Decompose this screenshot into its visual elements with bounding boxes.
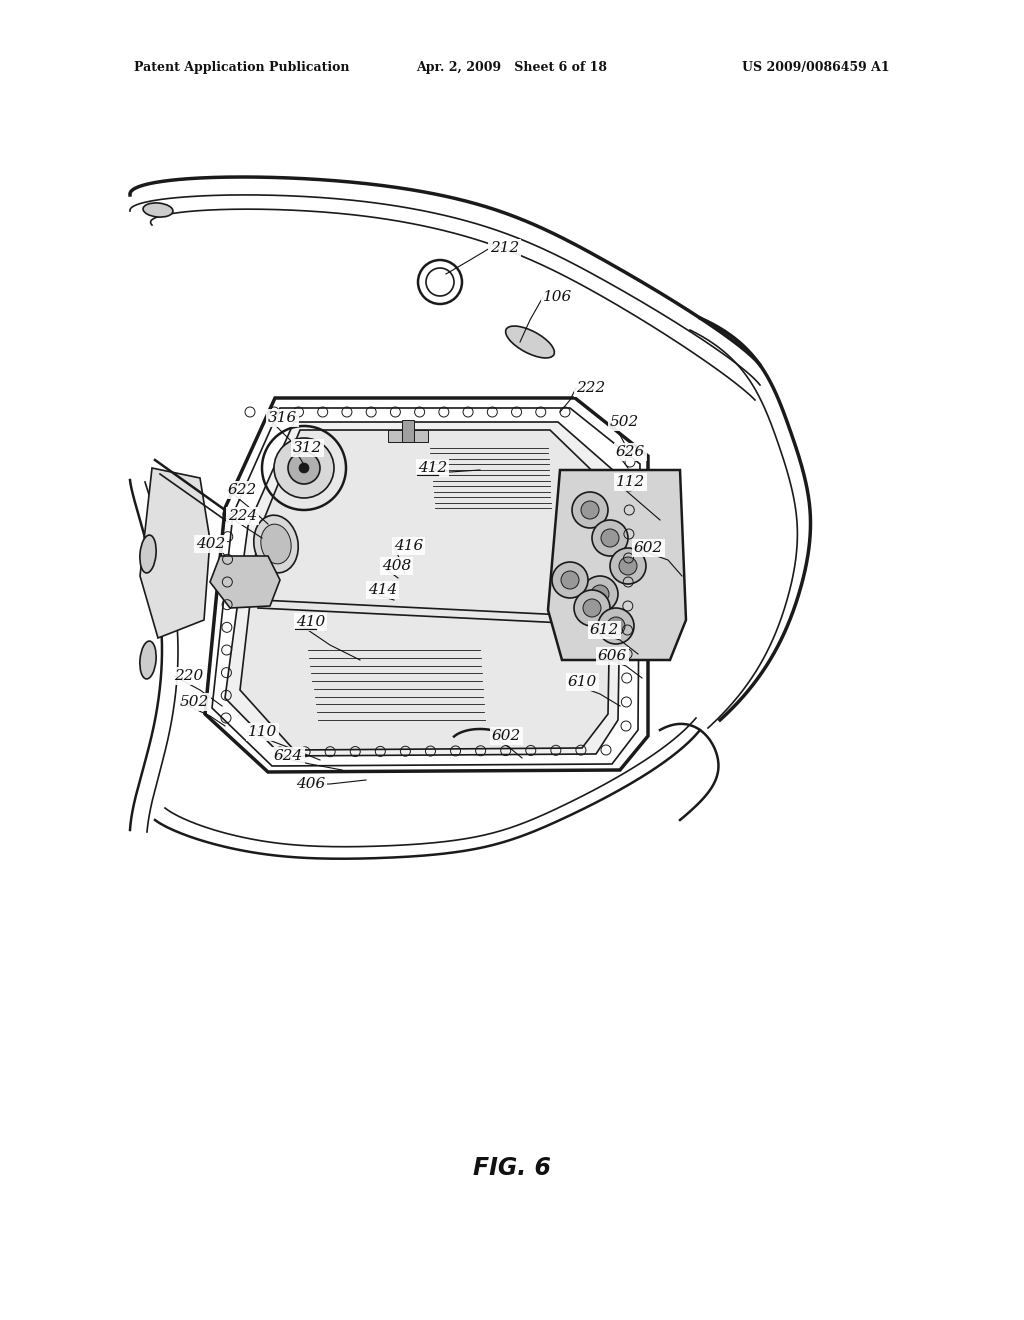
Circle shape	[618, 557, 637, 576]
Circle shape	[299, 463, 309, 473]
Text: 502: 502	[180, 696, 209, 709]
Polygon shape	[225, 422, 622, 756]
Text: Apr. 2, 2009   Sheet 6 of 18: Apr. 2, 2009 Sheet 6 of 18	[417, 62, 607, 74]
Text: US 2009/0086459 A1: US 2009/0086459 A1	[742, 62, 890, 74]
Text: 410: 410	[296, 615, 326, 630]
Text: 602: 602	[634, 541, 664, 554]
Text: 212: 212	[490, 242, 519, 255]
Ellipse shape	[506, 326, 554, 358]
Text: 112: 112	[616, 475, 645, 488]
Text: 624: 624	[274, 748, 303, 763]
Bar	[388, 430, 428, 442]
Circle shape	[572, 492, 608, 528]
Polygon shape	[210, 556, 280, 609]
Text: 622: 622	[228, 483, 257, 498]
Circle shape	[561, 572, 579, 589]
Ellipse shape	[143, 203, 173, 216]
Circle shape	[598, 609, 634, 644]
Text: 406: 406	[296, 777, 326, 791]
Text: 224: 224	[228, 510, 257, 523]
Circle shape	[274, 438, 334, 498]
Text: 316: 316	[268, 411, 297, 425]
Text: 110: 110	[248, 725, 278, 739]
Circle shape	[592, 520, 628, 556]
Text: 402: 402	[196, 537, 225, 550]
Text: 602: 602	[492, 729, 521, 743]
Text: 222: 222	[575, 381, 605, 395]
Circle shape	[574, 590, 610, 626]
Circle shape	[601, 529, 618, 546]
Text: 626: 626	[616, 445, 645, 459]
Text: 502: 502	[610, 414, 639, 429]
Text: 408: 408	[382, 558, 412, 573]
Text: 416: 416	[394, 539, 423, 553]
Circle shape	[607, 616, 625, 635]
Polygon shape	[548, 470, 686, 660]
Ellipse shape	[261, 524, 291, 564]
Ellipse shape	[140, 535, 156, 573]
Circle shape	[583, 599, 601, 616]
Ellipse shape	[254, 515, 298, 573]
Text: 220: 220	[174, 669, 203, 682]
Text: 106: 106	[543, 290, 572, 304]
Text: 610: 610	[568, 675, 597, 689]
Text: 606: 606	[598, 649, 628, 663]
Text: 414: 414	[368, 583, 397, 597]
Circle shape	[288, 451, 319, 484]
Text: 612: 612	[590, 623, 620, 638]
Ellipse shape	[140, 642, 156, 678]
Circle shape	[552, 562, 588, 598]
Text: 312: 312	[293, 441, 323, 455]
Polygon shape	[140, 469, 210, 638]
Bar	[402, 420, 414, 442]
Circle shape	[610, 548, 646, 583]
Text: 412: 412	[418, 461, 447, 475]
Circle shape	[582, 576, 618, 612]
Circle shape	[591, 585, 609, 603]
Text: FIG. 6: FIG. 6	[473, 1156, 551, 1180]
Text: Patent Application Publication: Patent Application Publication	[134, 62, 349, 74]
Circle shape	[581, 502, 599, 519]
Polygon shape	[240, 430, 612, 750]
